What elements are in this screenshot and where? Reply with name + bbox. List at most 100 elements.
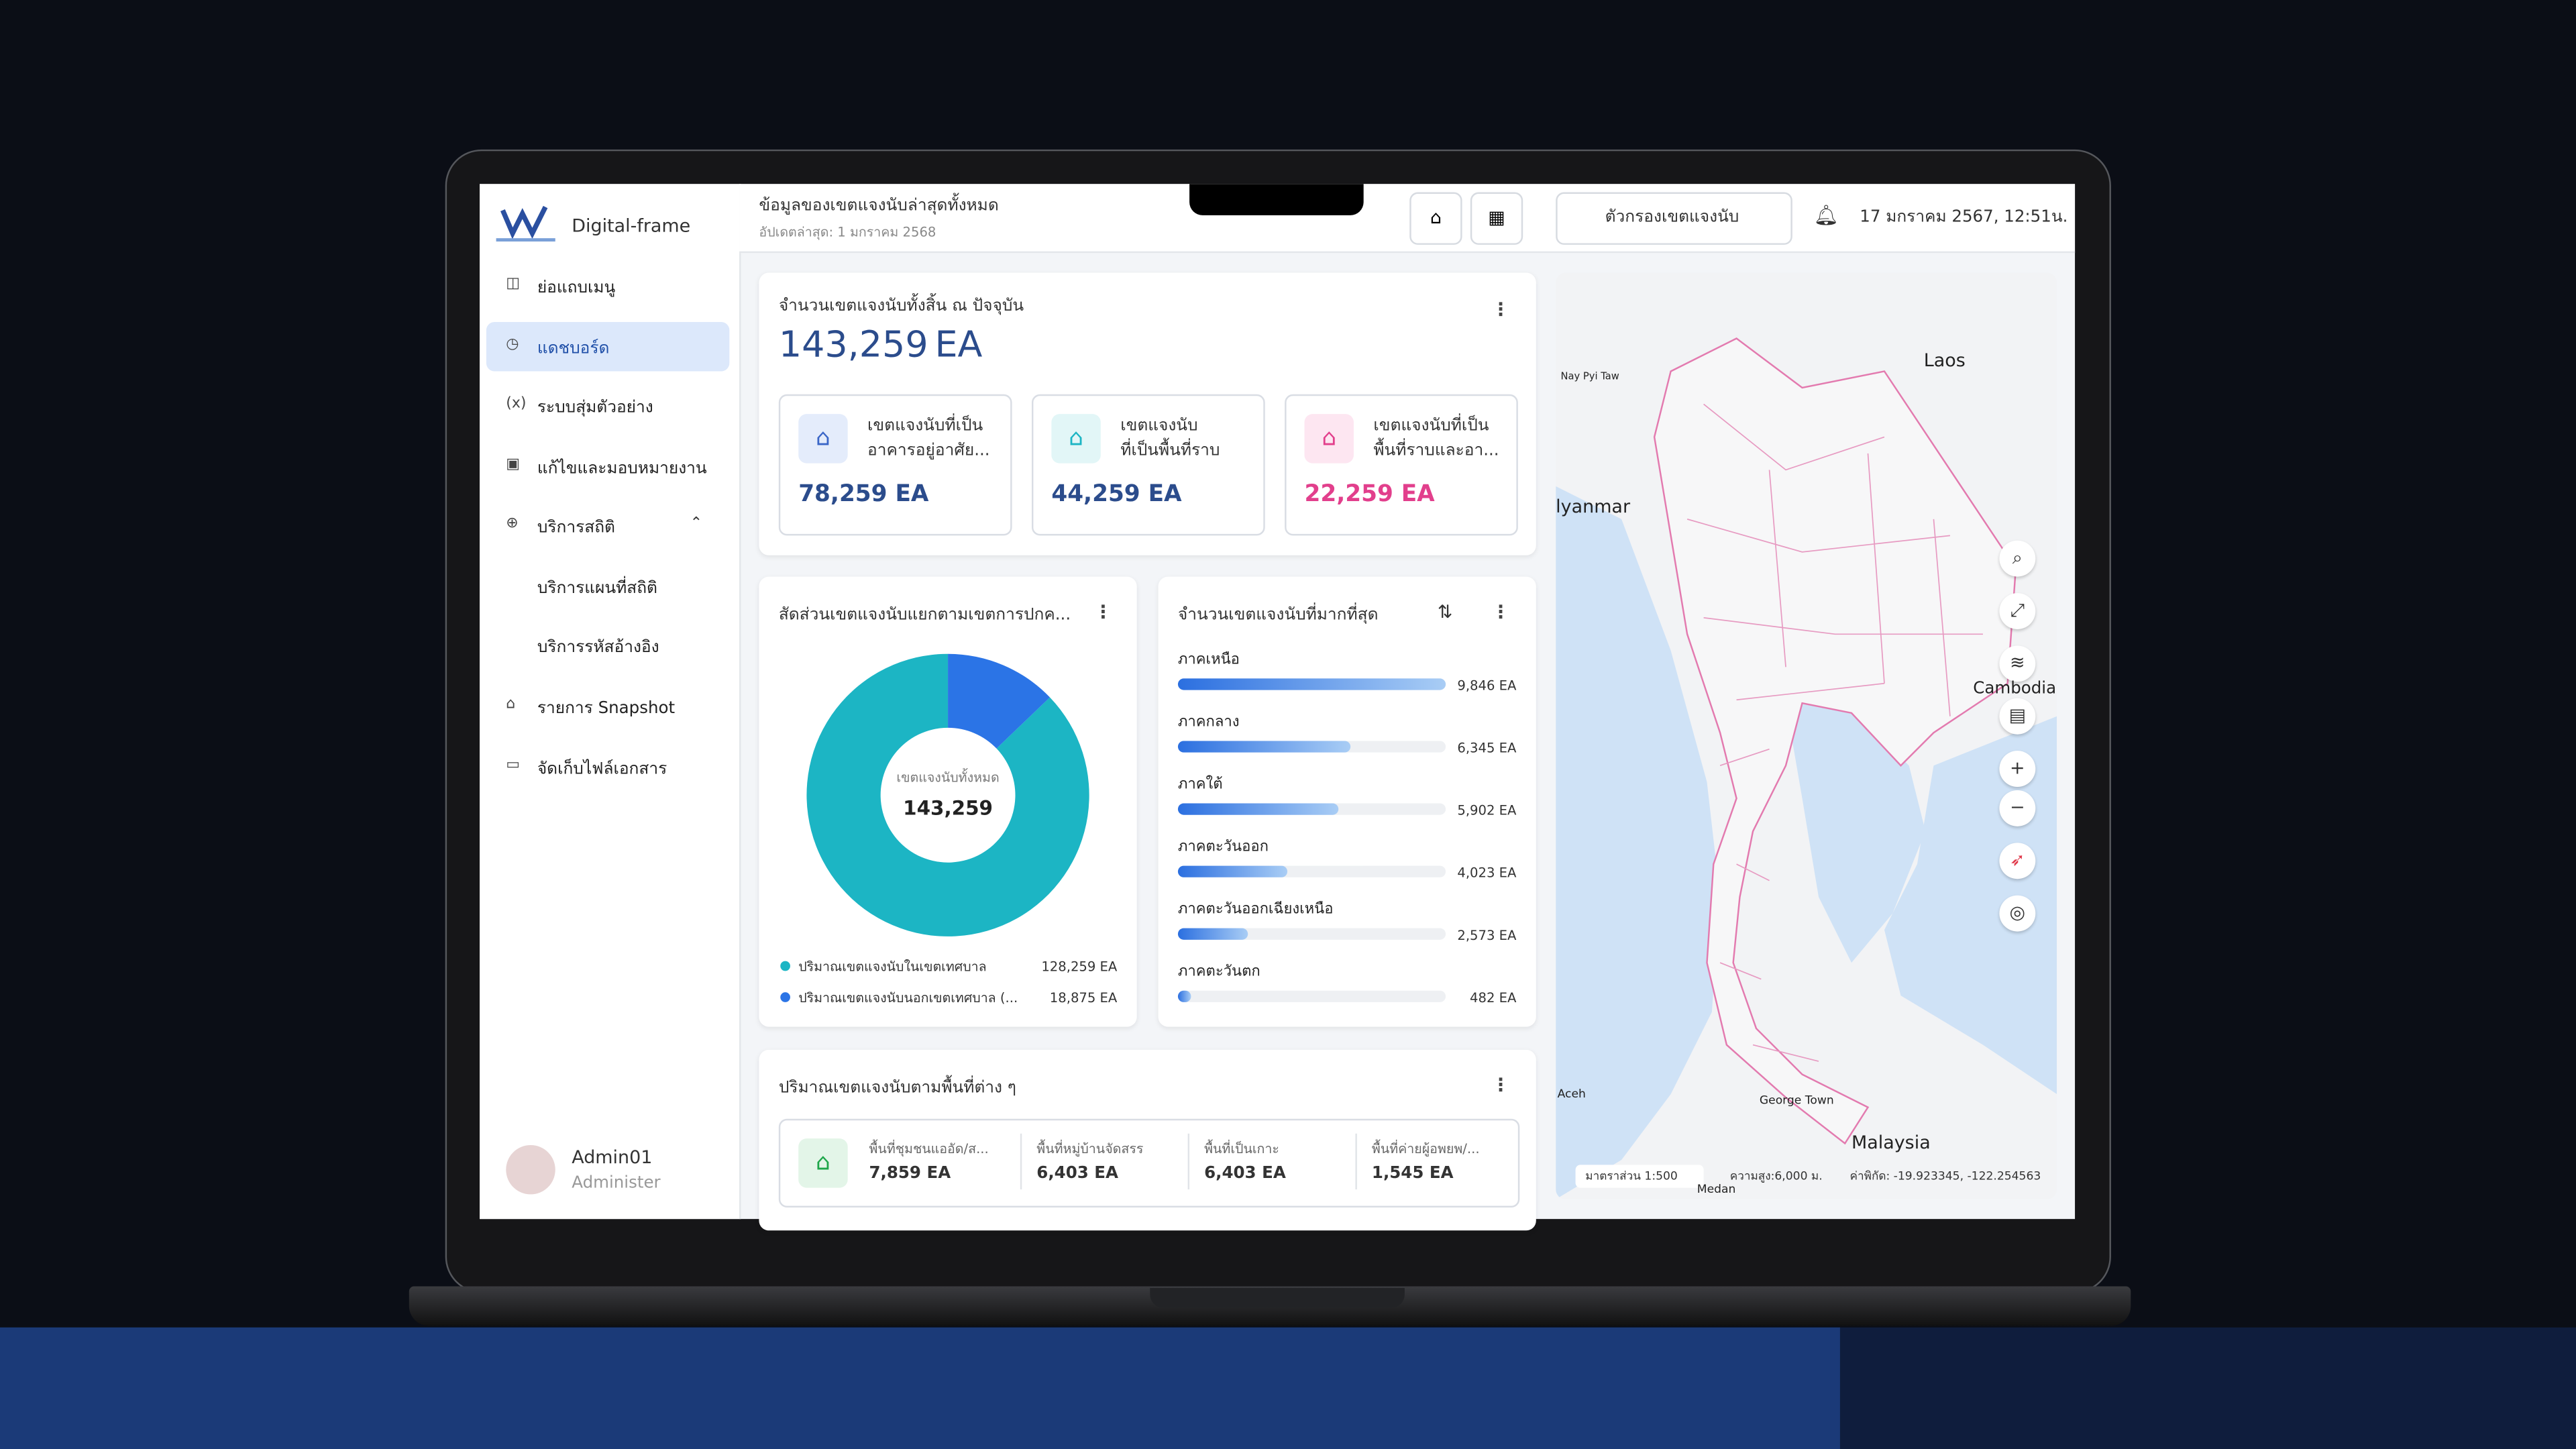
compass[interactable]: ➶	[1999, 843, 2036, 879]
stat-line2: พื้นที่ราบและอา...	[1373, 441, 1499, 460]
map-fullscreen[interactable]: ⤢	[1999, 593, 2036, 629]
menu-item[interactable]: จัดเก็บไฟล์เอกสาร	[537, 760, 667, 779]
donut-segment	[806, 653, 1089, 936]
legend-label: ปริมาณเขตแจงนับในเขตเทศบาล	[798, 959, 986, 974]
bar-track	[1177, 990, 1446, 1002]
menu-icon: ◷	[506, 337, 519, 354]
menu-icon: ▣	[506, 456, 521, 474]
region-name: ภาคใต้	[1178, 775, 1223, 793]
menu-item[interactable]: ระบบสุ่มตัวอย่าง	[537, 399, 653, 418]
bar-value: 4,023 EA	[1457, 865, 1517, 881]
region-name: ภาคตะวันตก	[1178, 963, 1260, 980]
laptop-notch	[1150, 1288, 1405, 1308]
chevron[interactable]: ⌃	[690, 515, 703, 533]
divider	[1355, 1133, 1357, 1190]
zoom-in[interactable]: +	[1999, 751, 2036, 788]
donut-center-label: เขตแจงนับทั้งหมด	[896, 768, 999, 786]
menu-dots[interactable]: ⋮	[1094, 601, 1112, 623]
menu-item[interactable]: บริการสถิติ	[537, 519, 615, 537]
bell-icon[interactable]: 🔔︎	[1813, 203, 1839, 227]
legend-value: 18,875 EA	[1050, 990, 1118, 1006]
menu-item[interactable]: ย่อแถบเมนู	[537, 279, 616, 298]
menu-dots[interactable]: ⋮	[1491, 299, 1510, 321]
legend-label: ปริมาณเขตแจงนับนอกเขตเทศบาล (...	[798, 990, 1018, 1006]
filter-label: ตัวกรองเขตแจงนับ	[1605, 209, 1739, 227]
pedestal	[0, 1327, 1840, 1449]
stat-icon: ⌂	[1051, 414, 1101, 464]
bar	[1177, 803, 1339, 815]
area-icon: ⌂	[798, 1138, 848, 1188]
user-role: Administer	[572, 1175, 661, 1193]
menu-item[interactable]: แก้ไขและมอบหมายงาน	[537, 460, 707, 478]
map-altitude: ความสูง:6,000 ม.	[1729, 1169, 1823, 1183]
camera-notch	[1189, 184, 1364, 215]
stat-icon: ⌂	[1304, 414, 1354, 464]
region-name: ภาคเหนือ	[1178, 651, 1240, 667]
divider	[1020, 1133, 1022, 1190]
bar	[1177, 865, 1288, 877]
menu-icon: ⊕	[506, 515, 519, 533]
menu-dots[interactable]: ⋮	[1491, 601, 1510, 623]
summary-title: จำนวนเขตแจงนับทั้งสิ้น ณ ปัจจุบัน	[778, 297, 1024, 316]
map-coords: ค่าพิกัด: -19.923345, -122.254563	[1849, 1169, 2041, 1183]
legend-dot	[780, 992, 790, 1002]
areas-title: ปริมาณเขตแจงนับตามพื้นที่ต่าง ๆ	[778, 1079, 1016, 1097]
stat-line1: เขตแจงนับ	[1120, 417, 1198, 435]
bar-value: 5,902 EA	[1457, 803, 1517, 818]
menu-active-bg	[486, 322, 730, 372]
area-value: 6,403 EA	[1204, 1165, 1286, 1183]
locate[interactable]: ◎	[1999, 895, 2036, 932]
sort-icon[interactable]: ⇅	[1437, 601, 1453, 623]
bar	[1177, 928, 1248, 940]
bar-value: 482 EA	[1470, 990, 1517, 1006]
area-label: พื้นที่ชุมชนแออัด/ส...	[869, 1142, 989, 1157]
map-label: Aceh	[1557, 1087, 1586, 1101]
map-layers[interactable]: ≋	[1999, 645, 2036, 682]
zoom-out[interactable]: −	[1999, 790, 2036, 826]
map-basemap[interactable]: ▤	[1999, 698, 2036, 735]
bar-value: 6,345 EA	[1457, 741, 1517, 756]
filter-dropdown[interactable]	[1556, 192, 1792, 245]
menu-item[interactable]: แดชบอร์ด	[537, 339, 610, 358]
brand: Digital-frame	[572, 215, 691, 237]
donut-chart: ปริมาณเขตแจงนับในเขตเทศบาล 128,259 EA ปริม…	[780, 653, 1118, 1006]
menu-item[interactable]: รายการ Snapshot	[537, 700, 676, 718]
bar-value: 9,846 EA	[1457, 678, 1517, 694]
topbar	[739, 184, 2076, 254]
map-label: Medan	[1697, 1183, 1736, 1196]
areas-box	[778, 1118, 1520, 1208]
snapshot-button[interactable]: ⌂	[1409, 192, 1462, 245]
menu-icon: ◫	[506, 276, 521, 292]
table-button[interactable]: ▦	[1470, 192, 1523, 245]
logo	[496, 205, 555, 242]
area-value: 7,859 EA	[869, 1165, 951, 1183]
stat-line2: ที่เป็นพื้นที่ราบ	[1120, 441, 1220, 460]
menu-item[interactable]: บริการแผนที่สถิติ	[537, 580, 657, 598]
divider	[1187, 1133, 1190, 1190]
area-label: พื้นที่หมู่บ้านจัดสรร	[1036, 1142, 1144, 1157]
bar-value: 2,573 EA	[1457, 928, 1517, 943]
map-search[interactable]: ⌕	[1999, 540, 2036, 577]
regions-title: จำนวนเขตแจงนับที่มากที่สุด	[1177, 606, 1379, 625]
donut-center-value: 143,259	[903, 797, 993, 820]
map-label: Nay Pyi Taw	[1560, 371, 1619, 383]
stat-value: 22,259 EA	[1304, 481, 1435, 508]
menu-dots[interactable]: ⋮	[1491, 1074, 1510, 1096]
user-name: Admin01	[572, 1146, 653, 1169]
area-label: พื้นที่เป็นเกาะ	[1204, 1142, 1279, 1157]
bar	[1177, 741, 1351, 753]
map-label: George Town	[1759, 1094, 1834, 1108]
map-label: Malaysia	[1851, 1132, 1931, 1154]
scale-select[interactable]	[1575, 1165, 1704, 1188]
map-label: Cambodia	[1973, 680, 2057, 698]
area-value: 1,545 EA	[1371, 1165, 1454, 1183]
bar	[1177, 678, 1446, 690]
map	[1556, 272, 2057, 1199]
stat-value: 44,259 EA	[1051, 481, 1182, 508]
menu-item[interactable]: บริการรหัสอ้างอิง	[537, 639, 659, 657]
legend-dot	[780, 961, 790, 971]
regions-card	[1158, 576, 1536, 1027]
stat-line1: เขตแจงนับที่เป็น	[867, 417, 983, 435]
regions-chart: ภาคเหนือ 9,846 EA ภาคกลาง 6,345 EA ภาคใต้ 5,9…	[1177, 651, 1517, 1006]
menu-icon: ⌂	[506, 696, 516, 713]
